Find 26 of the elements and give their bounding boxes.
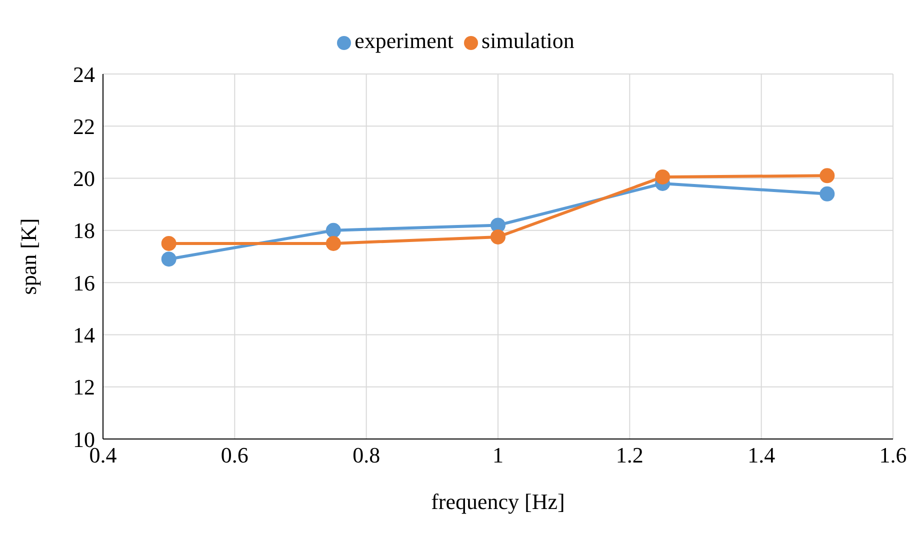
x-tick-label: 1.4 <box>748 442 776 468</box>
point <box>161 252 176 267</box>
y-axis-title: span [K] <box>16 218 41 295</box>
point <box>655 169 670 184</box>
y-tick-label: 20 <box>73 166 95 192</box>
point <box>490 218 506 233</box>
point <box>820 186 835 202</box>
point <box>490 229 506 244</box>
legend-label: experiment <box>354 28 454 53</box>
y-tick-label: 14 <box>73 322 95 348</box>
y-tick-label: 18 <box>73 218 95 244</box>
legend-label: simulation <box>482 28 574 53</box>
x-axis-title: frequency [Hz] <box>431 489 565 514</box>
point <box>326 222 341 238</box>
x-tick-label: 0.8 <box>352 442 380 468</box>
y-tick-label: 24 <box>73 62 95 87</box>
y-tick-label: 16 <box>73 270 95 296</box>
x-tick-label: 1.6 <box>879 442 907 468</box>
point <box>820 168 835 184</box>
y-tick-label: 22 <box>73 114 95 139</box>
x-tick-label: 1.2 <box>616 442 644 468</box>
y-tick-label: 12 <box>73 374 95 400</box>
x-tick-label: 0.6 <box>220 442 248 468</box>
point <box>326 236 341 251</box>
x-tick-label: 1 <box>492 442 504 468</box>
point <box>161 236 176 251</box>
